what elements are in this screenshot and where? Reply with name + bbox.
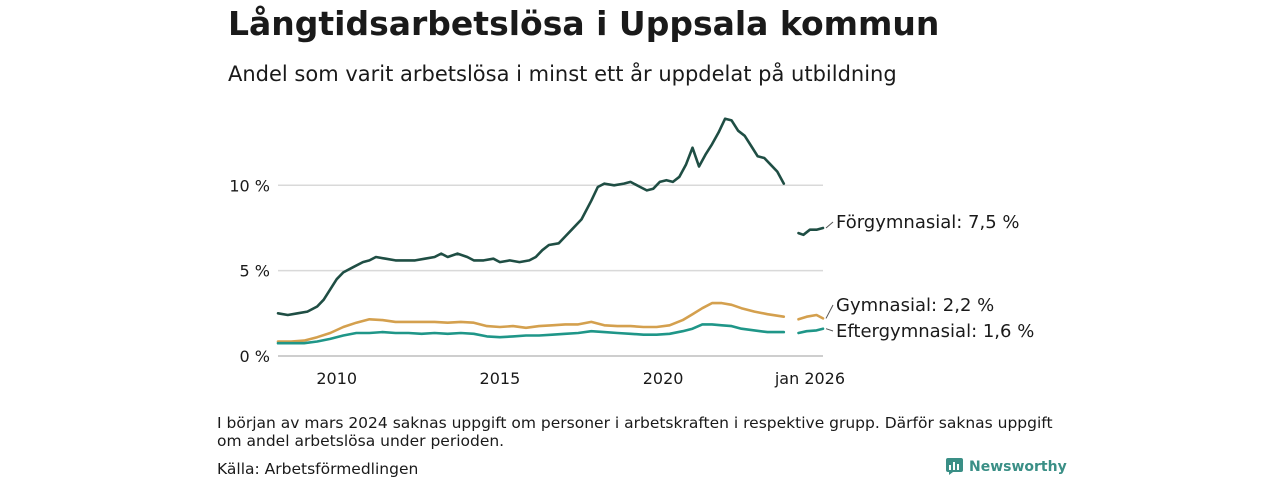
chart-title: Långtidsarbetslösa i Uppsala kommun: [228, 4, 940, 43]
series-end-label: Förgymnasial: 7,5 %: [836, 212, 1020, 233]
x-tick-label: 2020: [643, 369, 684, 388]
label-leader-line: [825, 304, 834, 319]
x-tick-labels: 2010 2015 2020 jan 2026: [316, 369, 845, 388]
series-line-gymnasial: [276, 301, 786, 343]
chart-subtitle: Andel som varit arbetslösa i minst ett å…: [228, 62, 897, 86]
label-leader-line: [825, 221, 834, 229]
brand-name: Newsworthy: [969, 458, 1067, 475]
series-line-eftergymnasial: [276, 323, 786, 345]
series-line-förgymnasial: [276, 117, 786, 317]
newsworthy-icon: [946, 458, 963, 475]
series-line-förgymnasial-after-gap: [797, 226, 825, 237]
brand-logo[interactable]: Newsworthy: [946, 458, 1067, 475]
footnote: I början av mars 2024 saknas uppgift om …: [217, 414, 1053, 450]
x-tick-label: jan 2026: [774, 369, 845, 388]
y-tick-label: 10 %: [229, 176, 270, 195]
label-leader-line: [825, 328, 834, 332]
grid-layer: [278, 184, 823, 357]
series-line-eftergymnasial-after-gap: [797, 327, 825, 335]
line-chart: 0 % 5 % 10 % 2010 2015 2020 jan 2026 Förgymna…: [229, 117, 1034, 388]
y-tick-labels: 0 % 5 % 10 %: [229, 176, 270, 366]
y-tick-label: 5 %: [240, 262, 270, 281]
series-end-label: Eftergymnasial: 1,6 %: [836, 321, 1034, 342]
x-tick-label: 2015: [480, 369, 521, 388]
y-tick-label: 0 %: [240, 347, 270, 366]
source-text: Källa: Arbetsförmedlingen: [217, 460, 419, 478]
series-line-gymnasial-after-gap: [797, 313, 825, 321]
series-end-label: Gymnasial: 2,2 %: [836, 295, 994, 316]
series-end-labels: Förgymnasial: 7,5 % Gymnasial: 2,2 % Efter…: [825, 212, 1034, 342]
series-layer: [276, 117, 825, 345]
x-tick-label: 2010: [316, 369, 357, 388]
